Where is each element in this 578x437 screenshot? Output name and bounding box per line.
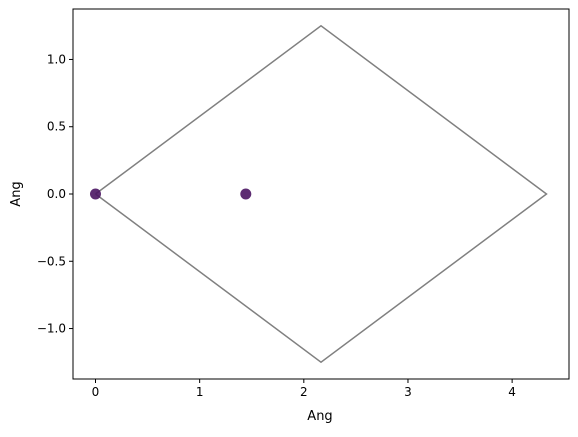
x-tick-label: 3 (404, 385, 412, 399)
atom-point (89, 188, 101, 200)
x-axis-label: Ang (307, 409, 332, 424)
x-tick-label: 2 (300, 385, 308, 399)
y-axis: −1.0 −0.5 0.0 0.5 1.0 (37, 52, 73, 336)
x-tick-label: 0 (92, 385, 100, 399)
y-tick-label: −1.0 (37, 322, 66, 336)
y-tick-label: −0.5 (37, 254, 66, 268)
y-tick-label: 1.0 (47, 52, 66, 66)
y-axis-label: Ang (9, 181, 24, 206)
cell-outline (95, 24, 548, 364)
atom-point (240, 188, 252, 200)
x-tick-label: 4 (508, 385, 516, 399)
y-tick-label: 0.5 (47, 120, 66, 134)
x-axis: 0 1 2 3 4 (92, 379, 516, 399)
y-tick-label: 0.0 (47, 187, 66, 201)
x-tick-label: 1 (196, 385, 204, 399)
